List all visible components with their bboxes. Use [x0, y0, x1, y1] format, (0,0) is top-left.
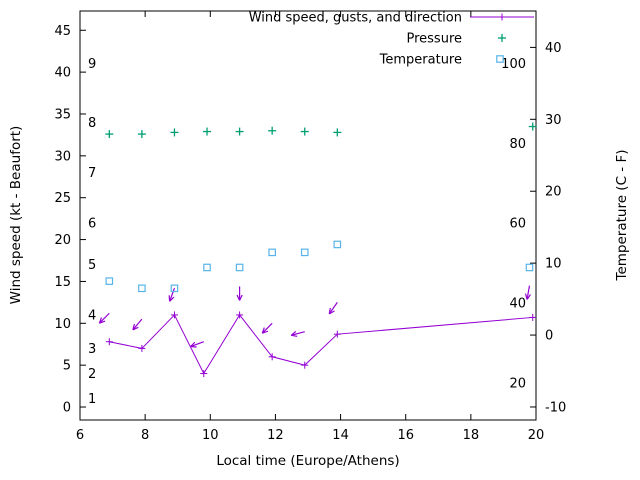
svg-text:14: 14	[332, 428, 349, 443]
svg-text:20: 20	[528, 428, 545, 443]
svg-text:30: 30	[545, 113, 562, 128]
y-axis-right: -10 0 10 20 30 40	[530, 41, 566, 415]
svg-text:20: 20	[545, 185, 562, 200]
svg-text:12: 12	[267, 428, 284, 443]
fahrenheit-scale-labels: 20 40 60 80 100	[501, 57, 526, 392]
svg-text:6: 6	[76, 428, 84, 443]
temperature-series	[105, 240, 534, 293]
svg-text:40: 40	[509, 297, 526, 312]
svg-text:2: 2	[88, 367, 96, 382]
svg-text:0: 0	[63, 401, 71, 416]
svg-text:18: 18	[463, 428, 480, 443]
svg-text:5: 5	[88, 258, 96, 273]
svg-text:20: 20	[54, 233, 71, 248]
wind-gust-arrows	[98, 285, 531, 348]
svg-text:1: 1	[88, 392, 96, 407]
svg-text:20: 20	[509, 377, 526, 392]
svg-text:Pressure: Pressure	[406, 32, 462, 47]
svg-text:7: 7	[88, 166, 96, 181]
svg-text:40: 40	[54, 66, 71, 81]
svg-text:-10: -10	[545, 400, 566, 415]
svg-text:15: 15	[54, 275, 71, 290]
x-axis: 6 8 10 12 14 16 18 20	[76, 11, 544, 443]
svg-text:25: 25	[54, 191, 71, 206]
y-axis-label-left: Wind speed (kt - Beaufort)	[8, 125, 24, 305]
svg-text:35: 35	[54, 107, 71, 122]
svg-text:60: 60	[509, 217, 526, 232]
y-axis-left: 0 5 10 15 20 25 30 35 40 45	[54, 24, 86, 416]
svg-text:45: 45	[54, 24, 71, 39]
svg-text:10: 10	[202, 428, 219, 443]
svg-text:100: 100	[501, 57, 526, 72]
svg-text:9: 9	[88, 57, 96, 72]
svg-text:30: 30	[54, 149, 71, 164]
svg-text:Wind speed, gusts, and directi: Wind speed, gusts, and direction	[249, 11, 462, 26]
svg-text:5: 5	[63, 359, 71, 374]
svg-text:40: 40	[545, 41, 562, 56]
svg-text:8: 8	[141, 428, 149, 443]
svg-text:10: 10	[54, 317, 71, 332]
wind-speed-series	[105, 311, 537, 378]
plot-border	[79, 10, 537, 421]
svg-text:16: 16	[397, 428, 414, 443]
svg-text:0: 0	[545, 329, 553, 344]
beaufort-scale-labels: 1 2 3 4 5 6 7 8 9	[88, 57, 96, 407]
legend: Wind speed, gusts, and direction Pressure…	[249, 11, 534, 68]
svg-text:8: 8	[88, 116, 96, 131]
svg-text:10: 10	[545, 257, 562, 272]
x-axis-label: Local time (Europe/Athens)	[216, 453, 400, 469]
svg-text:3: 3	[88, 342, 96, 357]
svg-text:80: 80	[509, 137, 526, 152]
y-axis-label-right: Temperature (C - F)	[614, 149, 630, 281]
svg-text:6: 6	[88, 216, 96, 231]
pressure-series	[105, 122, 537, 139]
svg-text:4: 4	[88, 308, 96, 323]
svg-text:Temperature: Temperature	[379, 53, 462, 68]
